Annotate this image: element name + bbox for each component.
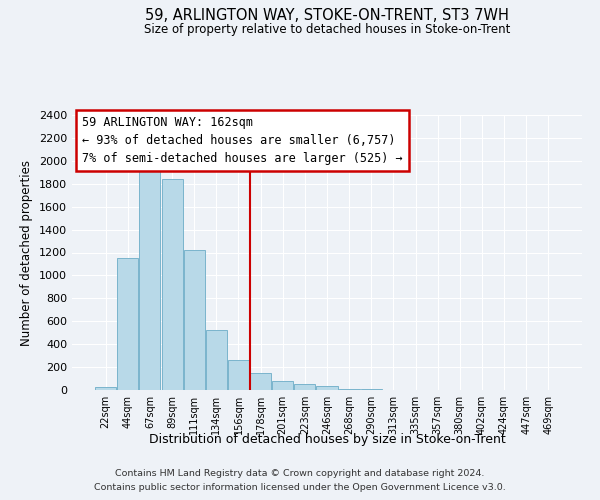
- Text: Size of property relative to detached houses in Stoke-on-Trent: Size of property relative to detached ho…: [144, 22, 510, 36]
- Bar: [272, 381, 293, 390]
- Bar: [139, 166, 160, 390]
- Text: Contains public sector information licensed under the Open Government Licence v3: Contains public sector information licen…: [94, 484, 506, 492]
- Bar: [118, 258, 139, 390]
- Y-axis label: Number of detached properties: Number of detached properties: [20, 160, 34, 346]
- Text: Contains HM Land Registry data © Crown copyright and database right 2024.: Contains HM Land Registry data © Crown c…: [115, 468, 485, 477]
- Bar: [338, 389, 359, 390]
- Bar: [95, 387, 116, 390]
- Text: Distribution of detached houses by size in Stoke-on-Trent: Distribution of detached houses by size …: [149, 432, 505, 446]
- Text: 59, ARLINGTON WAY, STOKE-ON-TRENT, ST3 7WH: 59, ARLINGTON WAY, STOKE-ON-TRENT, ST3 7…: [145, 8, 509, 22]
- Bar: [161, 179, 182, 390]
- Bar: [228, 360, 249, 390]
- Bar: [206, 330, 227, 390]
- Bar: [295, 384, 316, 390]
- Bar: [316, 386, 338, 390]
- Bar: [184, 250, 205, 390]
- Text: 59 ARLINGTON WAY: 162sqm
← 93% of detached houses are smaller (6,757)
7% of semi: 59 ARLINGTON WAY: 162sqm ← 93% of detach…: [82, 116, 403, 166]
- Bar: [250, 373, 271, 390]
